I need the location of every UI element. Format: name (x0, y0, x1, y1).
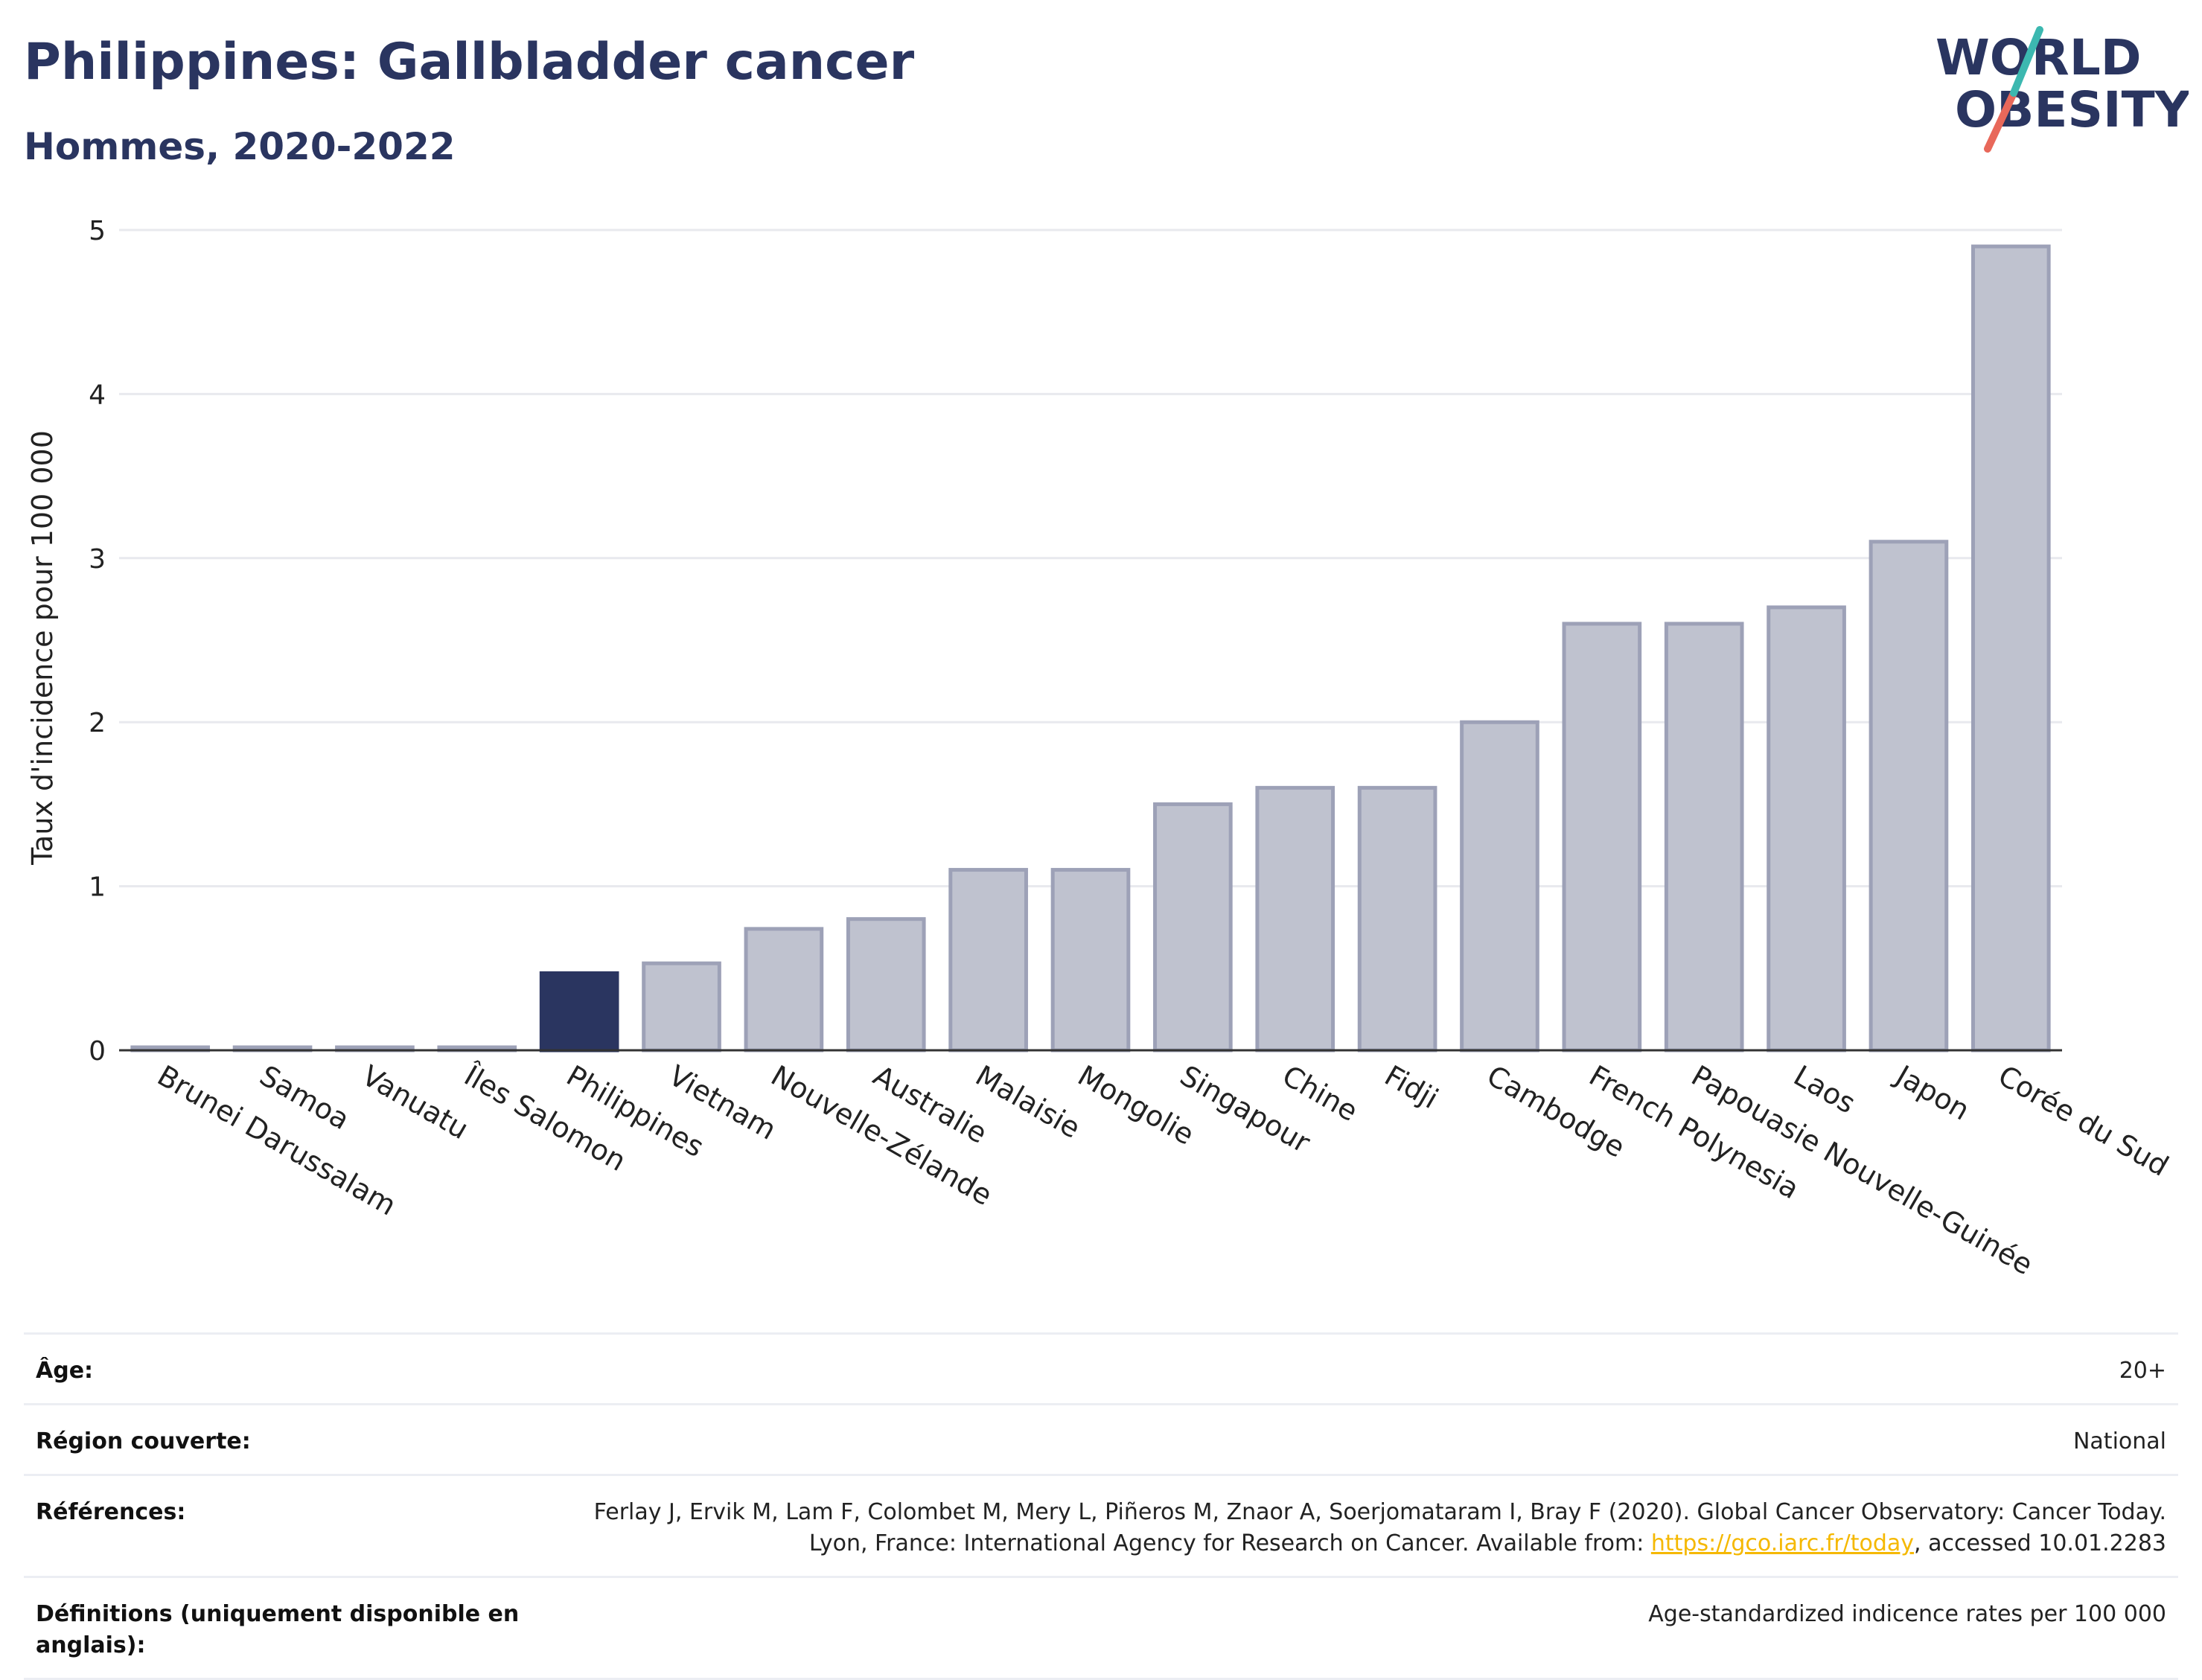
bars-layer (130, 244, 2051, 1053)
y-tick-label: 1 (89, 872, 106, 903)
bar (846, 917, 926, 1053)
meta-value: 20+ (2119, 1358, 2166, 1384)
references-text-end: , accessed 10.01.2283 (1914, 1530, 2166, 1556)
bar (1357, 785, 1437, 1053)
x-tick-label: Malaisie (970, 1059, 1086, 1145)
bar (948, 868, 1028, 1053)
references-text-start: Ferlay J, Ervik M, Lam F, Colombet M, Me… (593, 1499, 2166, 1556)
chart-title: Philippines: Gallbladder cancer (24, 33, 915, 92)
x-tick-label: Japon (1889, 1058, 1975, 1127)
x-tick-label: Laos (1788, 1059, 1861, 1120)
y-tick-label: 5 (89, 216, 106, 246)
meta-label: Région couverte: (36, 1428, 251, 1454)
bar (1562, 622, 1642, 1053)
meta-label: Définitions (uniquement disponible en an… (36, 1601, 520, 1658)
bar (1153, 802, 1233, 1053)
references-text: Ferlay J, Ervik M, Lam F, Colombet M, Me… (566, 1497, 2166, 1559)
bar (642, 961, 721, 1053)
bar (1255, 785, 1335, 1053)
meta-label: Références: (36, 1499, 186, 1525)
meta-row-definitions: Définitions (uniquement disponible en an… (24, 1576, 2178, 1680)
metadata-table: Âge: 20+ Région couverte: National Référ… (24, 1332, 2178, 1680)
x-tick-label: Mongolie (1073, 1059, 1200, 1152)
y-tick-label: 3 (89, 544, 106, 575)
meta-row-references: Références: Ferlay J, Ervik M, Lam F, Co… (24, 1474, 2178, 1576)
y-axis-label: Taux d'incidence pour 100 000 (26, 430, 59, 866)
x-tick-label: Fidji (1379, 1059, 1444, 1116)
references-link[interactable]: https://gco.iarc.fr/today (1650, 1530, 1915, 1556)
meta-value: National (2072, 1428, 2166, 1454)
bar (539, 971, 619, 1053)
y-tick-labels: 0 1 2 3 4 5 (89, 216, 106, 1067)
world-obesity-logo-icon: WORLD OBESITY (1935, 26, 2189, 153)
y-tick-label: 0 (89, 1036, 106, 1067)
meta-value: Age-standardized indicence rates per 100… (1648, 1601, 2166, 1627)
bar (1970, 244, 2051, 1053)
bar (744, 927, 824, 1053)
bar (1767, 605, 1846, 1053)
y-tick-label: 4 (89, 380, 106, 410)
meta-row-age: Âge: 20+ (24, 1332, 2178, 1403)
bar (1050, 868, 1131, 1053)
x-tick-label: Vanuatu (357, 1059, 474, 1146)
bar (1460, 720, 1539, 1053)
chart-subtitle: Hommes, 2020-2022 (24, 125, 456, 168)
x-tick-label: Corée du Sud (1993, 1059, 2174, 1183)
bar (1868, 540, 1949, 1053)
meta-row-region: Région couverte: National (24, 1403, 2178, 1474)
y-tick-label: 2 (89, 708, 106, 738)
bar (1664, 622, 1744, 1053)
meta-label: Âge: (36, 1358, 94, 1384)
